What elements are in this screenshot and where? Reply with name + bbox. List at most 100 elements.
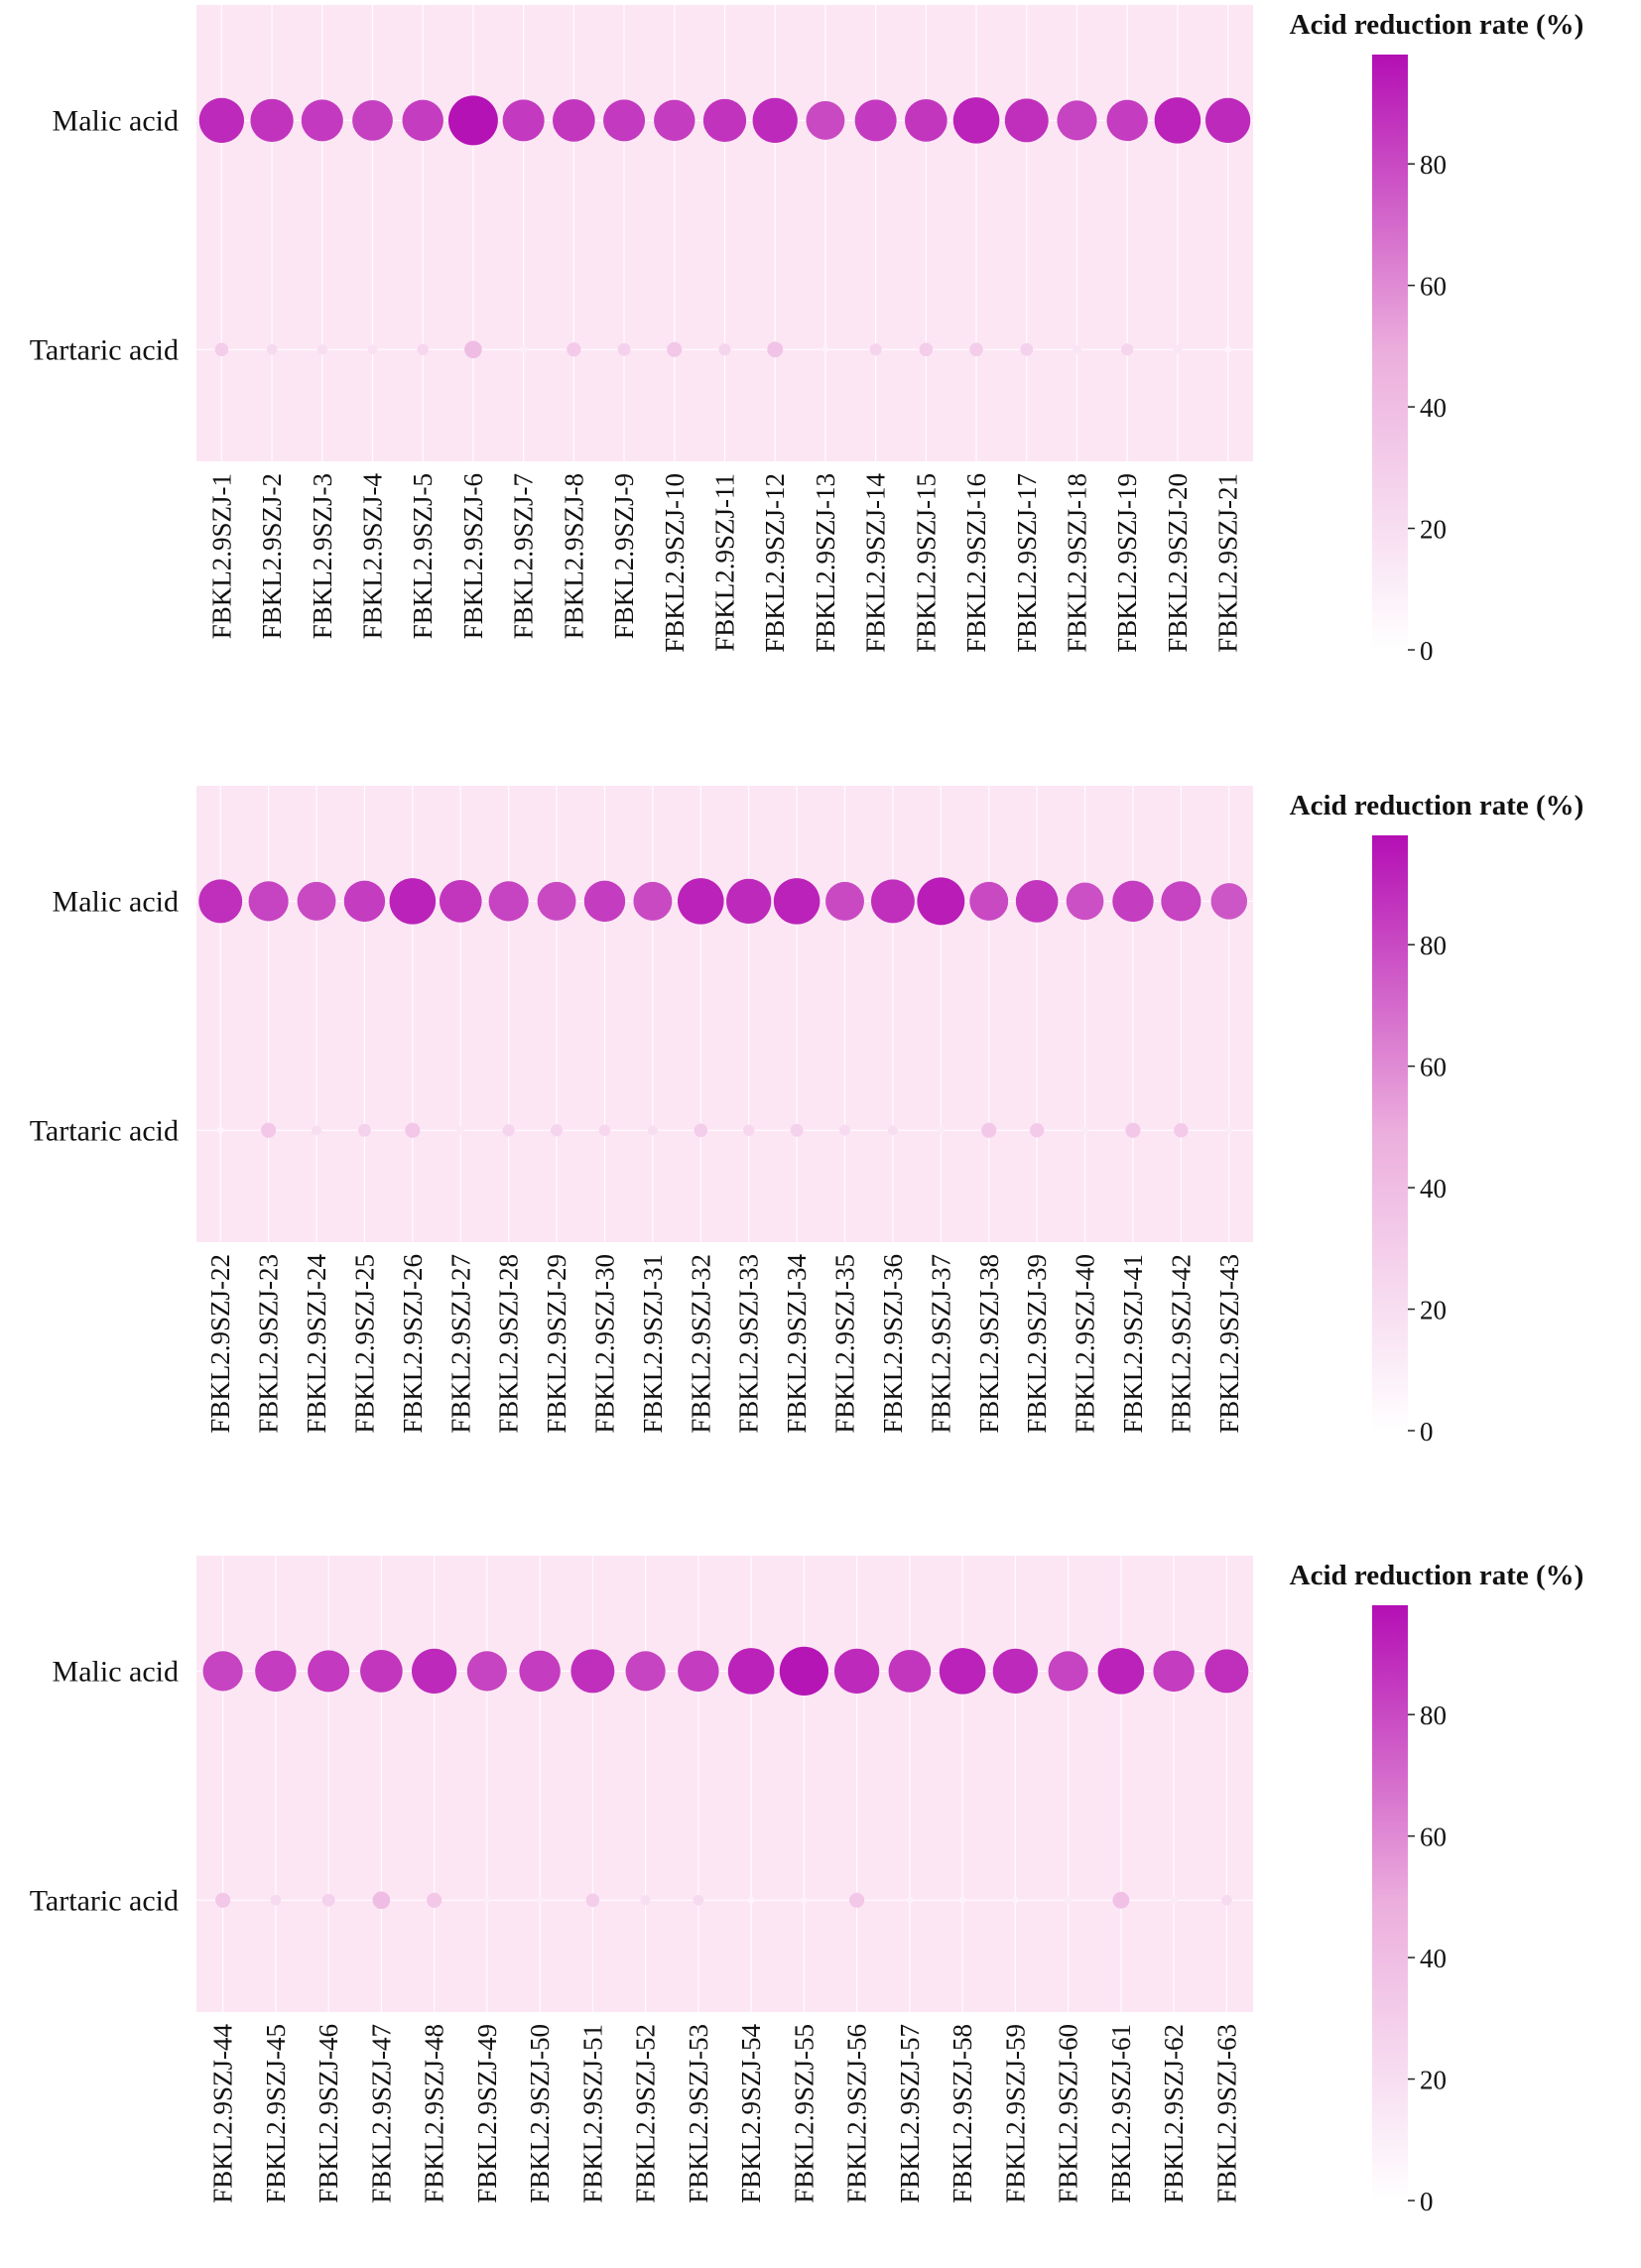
x-tick-label: FBKL2.9SZJ-59 (1000, 2024, 1030, 2204)
bubble (1112, 880, 1154, 923)
x-tick-label: FBKL2.9SZJ-54 (736, 2024, 766, 2204)
x-tick-label: FBKL2.9SZJ-1 (206, 473, 236, 639)
bubble (1161, 881, 1201, 922)
bubble (833, 1648, 880, 1695)
bubble (726, 878, 772, 925)
bubble (870, 879, 915, 924)
bubble (270, 1894, 282, 1906)
x-tick-label: FBKL2.9SZJ-58 (947, 2024, 977, 2204)
bubble (372, 1891, 391, 1910)
x-tick-label: FBKL2.9SZJ-34 (782, 1254, 812, 1434)
x-tick-label: FBKL2.9SZJ-4 (358, 473, 388, 640)
bubble (502, 1124, 515, 1137)
panel-2: Malic acid Tartaric acid FBKL2.9SZJ-22 FBKL… (30, 786, 1584, 1447)
bubble (488, 881, 529, 922)
colorbar-tick-label: 20 (1420, 515, 1447, 545)
x-tick-label: FBKL2.9SZJ-17 (1012, 473, 1042, 653)
bubble (869, 343, 882, 356)
bubble (969, 342, 983, 357)
bubble (981, 1122, 997, 1138)
x-tick-label: FBKL2.9SZJ-37 (926, 1254, 955, 1434)
x-tick-label: FBKL2.9SZJ-21 (1213, 473, 1243, 653)
bubble (678, 1650, 719, 1693)
bubble (536, 1896, 544, 1905)
bubble (198, 879, 243, 924)
colorbar-tick-label: 0 (1420, 636, 1434, 666)
bubble (464, 340, 482, 359)
bubble (969, 881, 1009, 921)
x-tick-label: FBKL2.9SZJ-52 (631, 2024, 661, 2204)
bubble (389, 878, 437, 925)
bubble (839, 1124, 850, 1136)
x-tick-label: FBKL2.9SZJ-11 (710, 473, 740, 652)
x-tick-label: FBKL2.9SZJ-8 (559, 473, 588, 639)
x-tick-label: FBKL2.9SZJ-45 (261, 2024, 291, 2204)
x-tick-label: FBKL2.9SZJ-41 (1118, 1254, 1148, 1434)
x-tick-label: FBKL2.9SZJ-23 (254, 1254, 284, 1434)
bubble (718, 343, 731, 356)
x-tick-label: FBKL2.9SZJ-2 (257, 473, 287, 639)
bubble (411, 1648, 457, 1695)
x-tick-label: FBKL2.9SZJ-31 (638, 1254, 668, 1434)
x-tick-label: FBKL2.9SZJ-56 (842, 2024, 872, 2204)
x-tick-label: FBKL2.9SZJ-35 (830, 1254, 860, 1434)
colorbar-tick-label: 60 (1420, 1823, 1447, 1852)
bubble (502, 99, 545, 142)
x-tick-label: FBKL2.9SZJ-53 (684, 2024, 713, 2204)
x-tick-label: FBKL2.9SZJ-57 (895, 2024, 925, 2204)
x-tick-label: FBKL2.9SZJ-51 (577, 2024, 607, 2204)
bubble (583, 880, 626, 923)
colorbar-title: Acid reduction rate (%) (1290, 9, 1584, 41)
x-tick-label: FBKL2.9SZJ-47 (366, 2024, 396, 2204)
x-tick-label: FBKL2.9SZJ-60 (1054, 2024, 1083, 2204)
x-tick-label: FBKL2.9SZJ-9 (609, 473, 639, 639)
colorbar (1372, 1605, 1408, 2201)
bubble (667, 341, 683, 357)
x-tick-label: FBKL2.9SZJ-49 (472, 2024, 502, 2204)
colorbar-tick-label: 0 (1420, 1417, 1434, 1447)
x-tick-label: FBKL2.9SZJ-26 (398, 1254, 428, 1434)
row-label: Malic acid (53, 104, 179, 137)
x-tick-label: FBKL2.9SZJ-50 (525, 2024, 555, 2204)
x-tick-label: FBKL2.9SZJ-55 (789, 2024, 819, 2204)
bubble (1066, 882, 1104, 921)
x-tick-label: FBKL2.9SZJ-24 (302, 1254, 331, 1434)
x-tick-label: FBKL2.9SZJ-25 (349, 1254, 379, 1434)
bubble (1173, 344, 1183, 354)
bubble (570, 1649, 615, 1694)
bubble (1080, 1126, 1089, 1135)
bubble (1106, 99, 1148, 142)
x-tick-label: FBKL2.9SZJ-28 (494, 1254, 524, 1434)
bubble (250, 98, 294, 143)
bubble (1224, 345, 1231, 353)
bubble (1015, 880, 1059, 923)
bubble (1170, 1896, 1179, 1905)
x-tick-label: FBKL2.9SZJ-3 (308, 473, 337, 639)
bubble (447, 95, 498, 146)
colorbar-tick-label: 40 (1420, 1174, 1447, 1203)
bubble (202, 1651, 243, 1692)
bubble (625, 1651, 666, 1692)
bubble (693, 1894, 704, 1906)
bubble (1064, 1896, 1073, 1905)
bubble (800, 1896, 808, 1904)
x-tick-label: FBKL2.9SZJ-22 (205, 1254, 235, 1434)
bubble (456, 1126, 465, 1135)
x-tick-label: FBKL2.9SZJ-20 (1163, 473, 1193, 653)
bubble (417, 343, 429, 355)
panel-1: Malic acid Tartaric acid FBKL2.9SZJ-1 FBKL2… (30, 5, 1584, 666)
bubble (727, 1648, 775, 1695)
colorbar-tick-label: 40 (1420, 1944, 1447, 1973)
bubble (439, 880, 482, 923)
bubble (198, 97, 244, 144)
plot-background (196, 786, 1253, 1242)
colorbar-tick-label: 20 (1420, 2066, 1447, 2095)
bubble (1204, 1649, 1249, 1694)
colorbar-title: Acid reduction rate (%) (1290, 790, 1584, 821)
x-tick-label: FBKL2.9SZJ-63 (1211, 2024, 1241, 2204)
bubble (255, 1650, 297, 1693)
bubble (752, 97, 798, 144)
bubble (297, 881, 336, 921)
bubble (551, 1124, 564, 1137)
x-tick-label: FBKL2.9SZJ-33 (734, 1254, 764, 1434)
